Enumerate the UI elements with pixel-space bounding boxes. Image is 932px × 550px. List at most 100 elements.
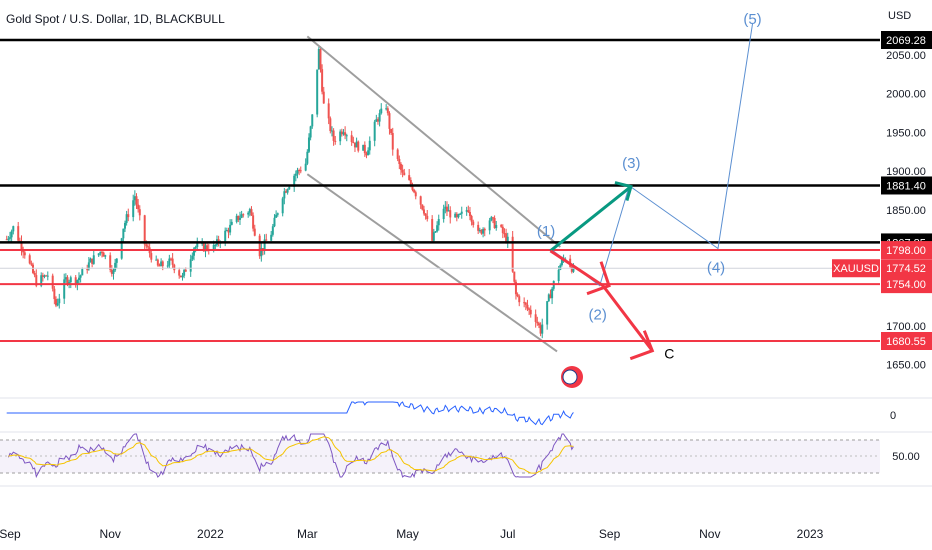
candle-body xyxy=(191,255,194,260)
candle-body xyxy=(467,210,470,213)
candle-body xyxy=(28,255,31,264)
candle-body xyxy=(156,259,159,266)
indicator-1-tick: 0 xyxy=(890,410,896,422)
candle-body xyxy=(414,192,417,197)
candle-body xyxy=(206,245,209,250)
candle-body xyxy=(135,196,138,205)
candle-body xyxy=(54,299,57,306)
candle-body xyxy=(526,304,529,309)
wave-target-label: C xyxy=(664,346,674,362)
candle-body xyxy=(46,275,49,277)
candle-body xyxy=(296,170,299,174)
time-axis-label: May xyxy=(396,527,419,541)
candle-body xyxy=(329,118,332,132)
candle-body xyxy=(437,219,440,226)
candle-body xyxy=(422,209,425,214)
price-label-box xyxy=(881,275,932,294)
candle-body xyxy=(339,131,342,142)
candle-body xyxy=(20,241,23,250)
candle-body xyxy=(68,282,71,284)
green-arrow xyxy=(549,185,632,253)
candle-body xyxy=(378,113,381,122)
candle-body xyxy=(307,137,310,152)
candle-body xyxy=(516,294,519,297)
candle-body xyxy=(247,212,250,215)
candle-body xyxy=(214,244,217,246)
price-tick-label: 1900.00 xyxy=(886,166,926,178)
candle-body xyxy=(261,248,264,250)
candle-body xyxy=(413,189,416,193)
candle-body xyxy=(23,252,26,256)
channel-upper-line xyxy=(306,35,561,248)
candle-body xyxy=(506,236,509,242)
candle-body xyxy=(488,220,491,231)
candle-body xyxy=(546,301,549,325)
candle-body xyxy=(273,217,276,227)
wave-label: (5) xyxy=(743,11,761,28)
candle-body xyxy=(408,175,411,181)
candle-body xyxy=(477,224,480,231)
rsi-line xyxy=(7,433,574,479)
candle-body xyxy=(480,229,483,234)
candle-body xyxy=(409,180,412,185)
candle-body xyxy=(286,189,289,193)
candle-body xyxy=(100,251,103,253)
candle-body xyxy=(66,277,69,284)
candle-body xyxy=(514,281,517,295)
candle-body xyxy=(536,321,539,324)
candle-body xyxy=(493,218,496,229)
candle-body xyxy=(559,265,562,270)
candle-body xyxy=(99,251,102,254)
candle-body xyxy=(375,119,378,122)
candle-body xyxy=(426,215,429,220)
candle-body xyxy=(385,108,388,110)
candle-body xyxy=(478,229,481,231)
price-label: 1754.00 xyxy=(886,279,926,291)
candle-body xyxy=(345,135,348,137)
candle-body xyxy=(447,210,450,212)
rsi-ma-line xyxy=(8,436,574,474)
price-label: 2069.28 xyxy=(886,35,926,47)
candle-body xyxy=(120,238,123,259)
candle-body xyxy=(125,214,128,223)
wave-label: (2) xyxy=(589,307,607,324)
candle-body xyxy=(114,262,117,271)
candle-body xyxy=(332,130,335,141)
candle-body xyxy=(178,270,181,276)
candle-body xyxy=(115,258,118,263)
candle-body xyxy=(79,275,82,278)
candle-body xyxy=(143,215,146,245)
candle-body xyxy=(363,144,366,154)
candle-body xyxy=(459,213,462,215)
candle-body xyxy=(275,214,278,218)
candle-body xyxy=(368,140,371,151)
time-axis-label: Nov xyxy=(100,527,121,541)
candle-body xyxy=(353,142,356,148)
candle-body xyxy=(87,262,90,270)
candle-body xyxy=(401,169,404,173)
candle-body xyxy=(388,113,391,129)
candle-body xyxy=(145,244,148,247)
candles xyxy=(5,46,575,339)
candle-body xyxy=(327,103,330,119)
candle-body xyxy=(454,213,457,218)
candle-body xyxy=(81,269,84,276)
candle-body xyxy=(470,216,473,222)
candle-body xyxy=(299,170,302,172)
candle-body xyxy=(551,288,554,299)
candle-body xyxy=(179,275,182,278)
candle-body xyxy=(424,213,427,216)
candle-body xyxy=(184,269,187,272)
candle-body xyxy=(260,248,263,257)
rsi-pane xyxy=(0,433,880,479)
candle-body xyxy=(436,225,439,232)
price-tick-label: 2000.00 xyxy=(886,89,926,101)
candle-body xyxy=(92,255,95,264)
price-tick-label: 1700.00 xyxy=(886,321,926,333)
candle-body xyxy=(444,206,447,209)
candle-body xyxy=(194,247,197,249)
candle-body xyxy=(86,269,89,271)
candle-body xyxy=(373,121,376,141)
candle-body xyxy=(340,131,343,135)
